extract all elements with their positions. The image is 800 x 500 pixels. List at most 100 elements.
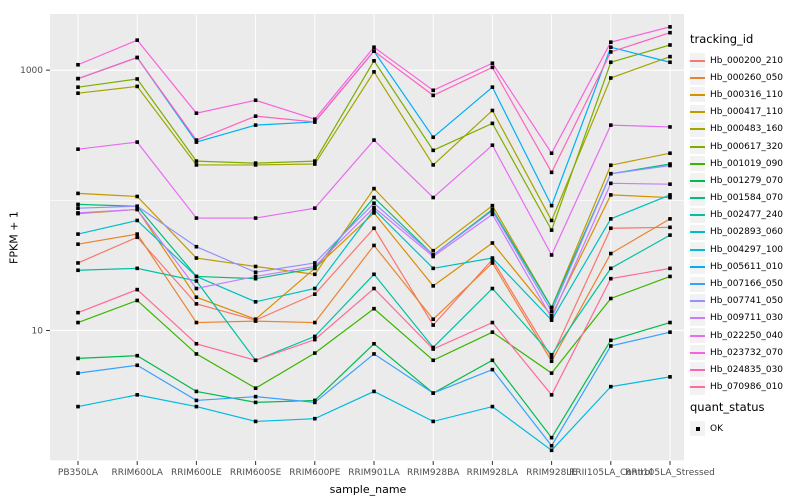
data-point	[490, 241, 495, 245]
data-point	[253, 419, 258, 424]
x-tick-label: RRIM600LE	[171, 468, 222, 478]
data-point	[372, 58, 376, 63]
legend-label: Hb_002477_240	[710, 210, 784, 221]
data-point	[372, 352, 376, 356]
legend-color-line-icon	[690, 317, 705, 320]
data-point	[609, 76, 613, 80]
data-point	[549, 305, 554, 310]
data-point	[253, 319, 258, 323]
legend-key-swatch	[690, 104, 705, 120]
legend-label: Hb_005611_010	[710, 261, 784, 272]
legend-key-swatch	[690, 139, 705, 155]
data-point	[549, 316, 554, 320]
legend-label: Hb_000417_110	[710, 107, 784, 118]
data-point	[135, 298, 139, 303]
data-point	[549, 435, 554, 440]
data-point	[194, 404, 199, 409]
quant-status-label: OK	[710, 423, 723, 434]
legend-label: Hb_007741_050	[710, 296, 784, 307]
data-point	[609, 45, 613, 50]
data-point	[313, 292, 317, 296]
legend-item-ok: OK	[690, 420, 798, 437]
x-tick-label: RRIM600SE	[230, 468, 282, 478]
data-point	[431, 163, 435, 167]
data-point	[549, 218, 554, 223]
data-point	[668, 25, 672, 29]
data-point	[549, 355, 554, 360]
legend-color-line-icon	[690, 76, 705, 79]
data-point	[194, 302, 199, 306]
data-point	[76, 371, 80, 375]
legend-item: Hb_000200_210	[690, 52, 798, 69]
data-point	[76, 261, 80, 265]
legend-label: Hb_004297_100	[710, 244, 784, 255]
legend-key-swatch	[690, 328, 705, 344]
data-point	[372, 186, 376, 191]
data-point	[194, 163, 199, 167]
legend-items: Hb_000200_210 Hb_000260_050 Hb_000316_110 H…	[690, 52, 798, 396]
data-point	[490, 367, 495, 372]
data-point	[609, 276, 613, 281]
data-point	[135, 266, 139, 271]
data-point	[76, 76, 80, 81]
data-point	[668, 60, 672, 65]
data-point	[194, 341, 199, 346]
legend-label: Hb_000316_110	[710, 89, 784, 100]
data-point	[431, 391, 435, 395]
data-point	[431, 254, 435, 259]
data-point	[668, 30, 672, 35]
legend-key-swatch	[690, 53, 705, 69]
data-point	[194, 398, 199, 403]
data-point	[253, 300, 258, 304]
quant-status-key	[690, 421, 705, 437]
data-point	[490, 404, 495, 409]
data-point	[313, 159, 317, 163]
legend-color-line-icon	[690, 368, 705, 371]
legend-color-line-icon	[690, 197, 705, 200]
data-point	[313, 337, 317, 342]
data-point	[313, 120, 317, 124]
legend-key-swatch	[690, 173, 705, 189]
data-point	[194, 295, 199, 300]
data-point	[609, 50, 613, 54]
data-point	[668, 266, 672, 271]
data-point	[313, 162, 317, 166]
legend-label: Hb_000483_160	[710, 124, 784, 135]
data-point	[668, 217, 672, 221]
legend-item: Hb_009711_030	[690, 310, 798, 327]
data-point	[609, 338, 613, 343]
data-point	[194, 244, 199, 249]
data-point	[490, 261, 495, 265]
data-point	[668, 54, 672, 59]
data-point	[372, 226, 376, 231]
data-point	[668, 182, 672, 186]
legend-key-swatch	[690, 293, 705, 309]
legend-label: Hb_007166_050	[710, 279, 784, 290]
legend-item: Hb_007741_050	[690, 293, 798, 310]
legend-key-swatch	[690, 345, 705, 361]
data-point	[76, 191, 80, 196]
data-point	[431, 358, 435, 363]
legend-item: Hb_001019_090	[690, 155, 798, 172]
data-point	[76, 404, 80, 409]
legend-label: Hb_023732_070	[710, 347, 784, 358]
data-point	[253, 216, 258, 220]
data-point	[253, 264, 258, 269]
data-point	[372, 389, 376, 394]
legend-item: Hb_004297_100	[690, 241, 798, 258]
data-point	[135, 84, 139, 89]
data-point	[76, 91, 80, 96]
data-point	[668, 193, 672, 197]
legend-item: Hb_000316_110	[690, 86, 798, 103]
x-tick-label: RRIM928LA	[467, 468, 519, 478]
data-point	[431, 419, 435, 424]
data-point	[490, 143, 495, 148]
legend-label: Hb_001019_090	[710, 158, 784, 169]
legend-color-line-icon	[690, 128, 705, 131]
data-point	[609, 266, 613, 271]
data-point	[135, 393, 139, 397]
data-point	[194, 256, 199, 260]
data-point	[490, 212, 495, 217]
data-point	[135, 353, 139, 358]
